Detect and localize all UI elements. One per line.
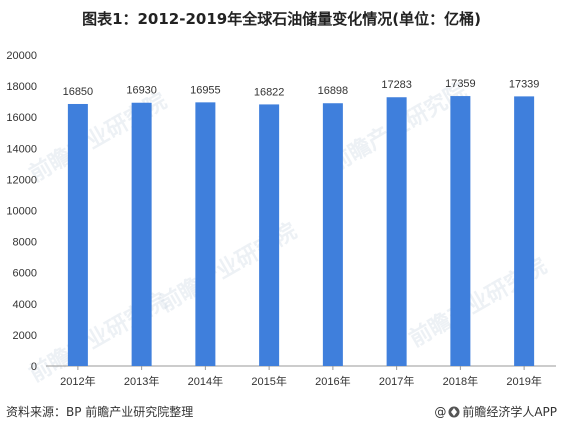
y-tick-label: 20000 (6, 50, 37, 62)
x-tick-label: 2012年 (60, 374, 95, 388)
y-tick-label: 16000 (6, 112, 37, 124)
x-tick-label: 2013年 (124, 374, 159, 388)
x-tick-label: 2014年 (188, 374, 223, 388)
bar (131, 102, 152, 367)
data-label: 16898 (318, 85, 349, 97)
y-tick-label: 8000 (13, 237, 37, 249)
data-label: 17359 (445, 78, 476, 90)
source-note: 资料来源：BP 前瞻产业研究院整理 (6, 405, 194, 419)
y-tick-label: 0 (31, 361, 37, 373)
y-tick-label: 10000 (6, 206, 37, 218)
bar (450, 96, 471, 366)
data-label: 17339 (509, 78, 540, 90)
x-tick-label: 2017年 (379, 374, 414, 388)
footer: 资料来源：BP 前瞻产业研究院整理 @ 前瞻经济学人APP (6, 403, 557, 420)
x-tick-label: 2015年 (251, 374, 286, 388)
y-tick-label: 18000 (6, 81, 37, 93)
bar (322, 103, 343, 367)
chart-title: 图表1：2012-2019年全球石油储量变化情况(单位：亿桶) (82, 10, 481, 28)
y-tick-label: 14000 (6, 143, 37, 155)
bar (514, 96, 535, 367)
data-label: 16822 (254, 86, 285, 98)
y-tick-label: 4000 (13, 299, 37, 311)
data-label: 16850 (63, 86, 94, 98)
brand-logo-icon (448, 406, 460, 417)
bar (259, 104, 280, 366)
x-tick-label: 2018年 (443, 374, 478, 388)
bar (386, 97, 407, 366)
brand-name: 前瞻经济学人APP (462, 405, 557, 419)
y-tick-label: 12000 (6, 174, 37, 186)
bar (195, 102, 216, 367)
x-tick-label: 2019年 (506, 374, 541, 388)
data-label: 17283 (381, 79, 412, 91)
bar (67, 103, 88, 367)
at-symbol: @ (434, 404, 447, 419)
brand-credit: @ 前瞻经济学人APP (434, 403, 557, 420)
y-tick-label: 6000 (13, 268, 37, 280)
data-label: 16930 (126, 85, 157, 97)
y-tick-label: 2000 (13, 330, 37, 342)
data-label: 16955 (190, 84, 221, 96)
x-tick-label: 2016年 (315, 374, 350, 388)
